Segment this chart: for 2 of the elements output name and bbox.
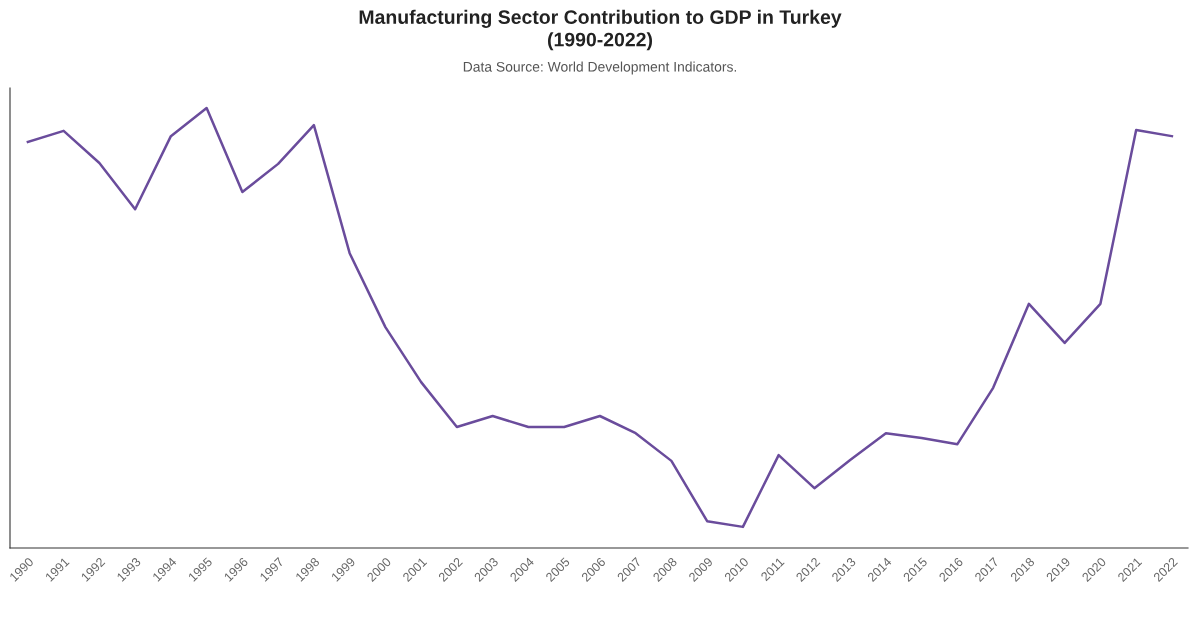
chart-title: Manufacturing Sector Contribution to GDP in Turkey (1990-2022) xyxy=(359,9,842,51)
chart-subtitle: Data Source: World Development Indicators. xyxy=(463,61,737,75)
